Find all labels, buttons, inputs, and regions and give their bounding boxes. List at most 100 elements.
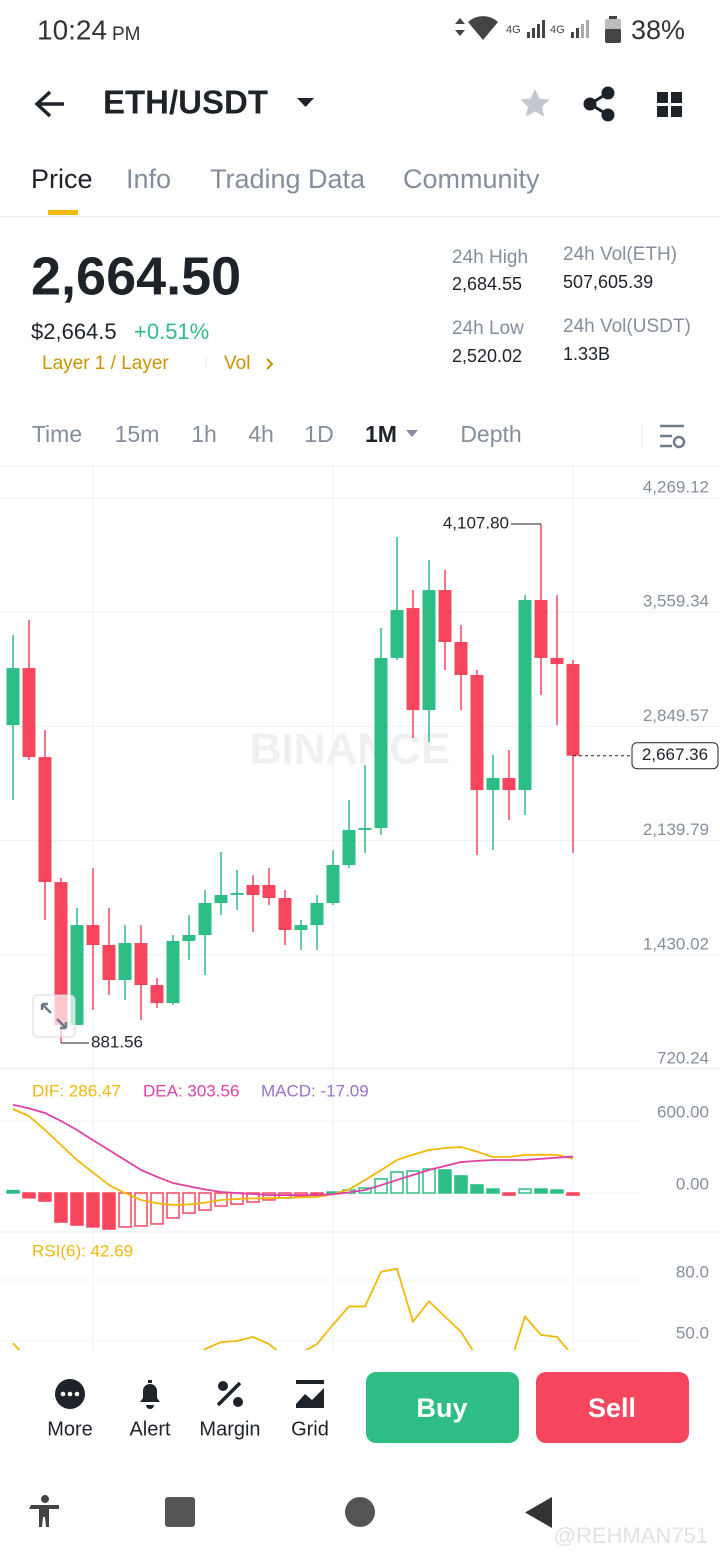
candle-body bbox=[262, 884, 276, 899]
candle-body bbox=[390, 610, 404, 658]
chart-watermark: BINANCE bbox=[250, 725, 450, 774]
macd-legend: DIF: 286.47 bbox=[32, 1081, 121, 1100]
y-tick-label: 2,139.79 bbox=[643, 820, 709, 839]
margin-icon[interactable] bbox=[216, 1381, 243, 1407]
candle-body bbox=[566, 664, 580, 756]
sell-button[interactable] bbox=[536, 1372, 689, 1443]
tab[interactable]: Community bbox=[403, 164, 540, 194]
macd-bar bbox=[454, 1175, 468, 1194]
layout-button[interactable] bbox=[657, 92, 682, 117]
status-icons bbox=[455, 16, 621, 43]
action-label[interactable]: Alert bbox=[129, 1418, 171, 1440]
expand-button[interactable] bbox=[32, 994, 76, 1038]
tag[interactable]: Layer 1 / Layer bbox=[42, 353, 169, 374]
macd-bar bbox=[38, 1192, 52, 1202]
candle-body bbox=[438, 590, 452, 643]
back-button[interactable] bbox=[34, 90, 64, 118]
candle-body bbox=[198, 902, 212, 936]
back-nav-button[interactable] bbox=[525, 1497, 552, 1528]
macd-bar bbox=[262, 1192, 276, 1201]
candle-body bbox=[150, 985, 164, 1004]
tab-active[interactable]: Price bbox=[31, 164, 93, 194]
macd-bar bbox=[182, 1192, 196, 1214]
y-tick-label: 80.0 bbox=[676, 1262, 709, 1281]
macd-bar bbox=[422, 1168, 436, 1194]
candle-body bbox=[278, 898, 292, 931]
macd-bar bbox=[390, 1171, 404, 1194]
y-tick-label: 720.24 bbox=[657, 1048, 709, 1067]
pair-dropdown[interactable] bbox=[297, 98, 314, 107]
interval-dropdown[interactable] bbox=[406, 430, 418, 437]
macd-bar bbox=[438, 1169, 452, 1194]
watermark: @REHMAN751 bbox=[554, 1523, 708, 1548]
stat-value: 507,605.39 bbox=[563, 272, 653, 292]
candle-body bbox=[230, 893, 244, 895]
action-label[interactable]: More bbox=[47, 1418, 93, 1440]
candle-body bbox=[470, 675, 484, 791]
share-button[interactable] bbox=[583, 86, 615, 122]
macd-bar bbox=[6, 1189, 20, 1194]
favorite-button[interactable] bbox=[520, 89, 550, 117]
stat-label: 24h Vol(USDT) bbox=[563, 316, 691, 337]
tag[interactable]: Vol bbox=[224, 353, 250, 374]
macd-bar bbox=[118, 1192, 132, 1228]
home-button[interactable] bbox=[345, 1497, 375, 1527]
candle-body bbox=[326, 865, 340, 903]
candle-body bbox=[342, 829, 356, 866]
interval[interactable]: 15m bbox=[115, 421, 160, 447]
interval[interactable]: 1h bbox=[191, 421, 217, 447]
y-tick-label: 3,559.34 bbox=[643, 592, 709, 611]
action-label[interactable]: Grid bbox=[291, 1418, 329, 1440]
interval[interactable]: Depth bbox=[460, 421, 521, 447]
tab[interactable]: Trading Data bbox=[210, 164, 366, 194]
macd-bar bbox=[86, 1192, 100, 1228]
macd-bar bbox=[102, 1192, 116, 1230]
candle-body bbox=[310, 902, 324, 926]
macd-bar bbox=[566, 1192, 580, 1196]
interval-active[interactable]: 1M bbox=[365, 421, 397, 447]
stat-label: 24h High bbox=[452, 247, 528, 268]
candle-body bbox=[486, 777, 500, 791]
candle-body bbox=[118, 943, 132, 981]
macd-bar bbox=[502, 1192, 516, 1196]
chart-labels: 4,269.12 3,559.34 2,849.57 2,139.79 1,430.02… bbox=[32, 477, 719, 1342]
price-change: +0.51% bbox=[134, 319, 209, 344]
stat-value: 2,684.55 bbox=[452, 274, 522, 294]
stat-label: 24h Vol(ETH) bbox=[563, 244, 677, 265]
grid-icon[interactable] bbox=[296, 1380, 324, 1408]
meridiem: PM bbox=[112, 24, 141, 45]
candle-body bbox=[406, 608, 420, 711]
macd-legend: DEA: 303.56 bbox=[143, 1081, 239, 1100]
candle-body bbox=[454, 642, 468, 676]
buy-label[interactable]: Buy bbox=[416, 1393, 467, 1423]
tab[interactable]: Info bbox=[126, 164, 171, 194]
fiat-price: $2,664.5 bbox=[31, 319, 117, 344]
pair-title[interactable]: ETH/USDT bbox=[103, 84, 268, 121]
action-label[interactable]: Margin bbox=[199, 1418, 260, 1440]
alert-icon[interactable] bbox=[140, 1380, 160, 1409]
recents-button[interactable] bbox=[165, 1497, 195, 1527]
stat-label: 24h Low bbox=[452, 318, 524, 339]
interval[interactable]: Time bbox=[32, 421, 82, 447]
candle-body bbox=[166, 940, 180, 1004]
accessibility-button[interactable] bbox=[29, 1495, 59, 1527]
macd-legend: MACD: -17.09 bbox=[261, 1081, 369, 1100]
interval[interactable]: 1D bbox=[304, 421, 333, 447]
macd-bar bbox=[22, 1192, 36, 1199]
candle-body bbox=[86, 925, 100, 945]
vertical-grid bbox=[92, 466, 574, 1352]
candle-body bbox=[22, 668, 36, 758]
y-tick-label: 2,849.57 bbox=[643, 706, 709, 725]
interval[interactable]: 4h bbox=[248, 421, 274, 447]
more-icon[interactable] bbox=[55, 1379, 85, 1409]
battery-level: 38% bbox=[631, 15, 685, 45]
network-type: 4G bbox=[550, 24, 565, 36]
buy-button[interactable] bbox=[366, 1372, 519, 1443]
candle-body bbox=[214, 894, 228, 903]
chart-settings[interactable] bbox=[660, 424, 686, 449]
y-tick-label: 1,430.02 bbox=[643, 934, 709, 953]
sell-label[interactable]: Sell bbox=[588, 1393, 636, 1423]
candle-body bbox=[358, 828, 372, 830]
macd-bar bbox=[150, 1192, 164, 1225]
